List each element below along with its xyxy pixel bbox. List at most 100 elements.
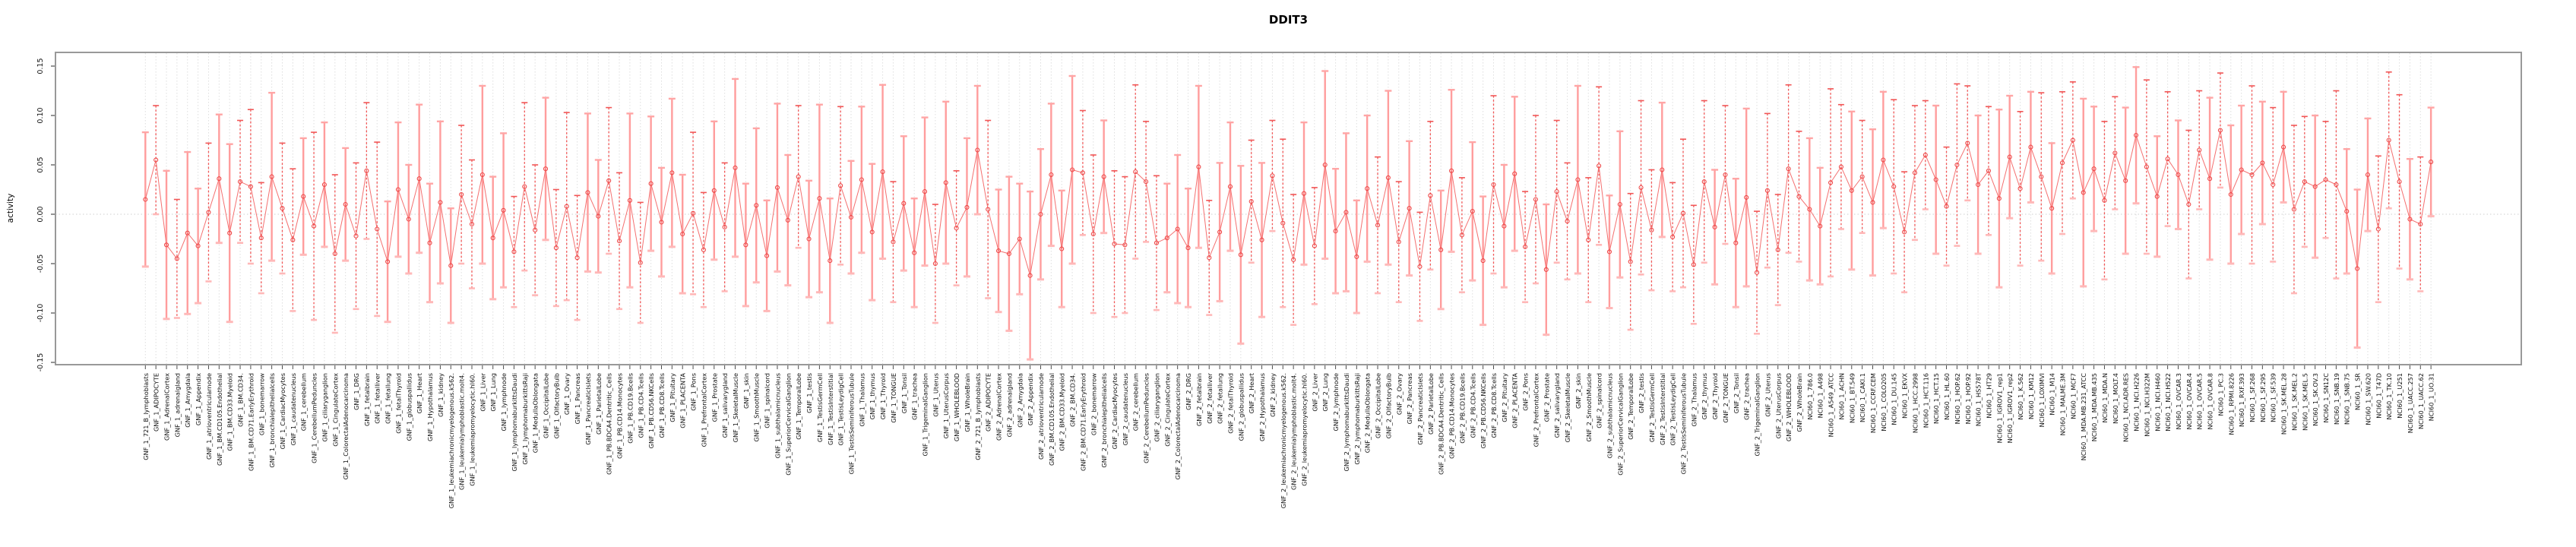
data-point-marker	[2007, 154, 2012, 160]
x-tick-label: GNF_1_atrioventricularnode	[205, 373, 213, 460]
data-point-marker	[2049, 206, 2055, 211]
x-tick-label: GNF_2_BM.CD33.Myeloid	[1059, 373, 1066, 451]
data-point-marker	[722, 224, 727, 229]
data-point-marker	[2059, 160, 2065, 166]
x-tick-label: NCI60_1_TK.10	[2385, 373, 2393, 419]
x-tick-label: GNF_2_Ovary	[1395, 373, 1403, 415]
x-tick-label: GNF_1_OccipitalLobe	[543, 373, 550, 438]
data-point-marker	[438, 200, 443, 205]
data-point-marker	[1691, 262, 1696, 267]
data-point-marker	[1628, 259, 1633, 264]
x-tick-label: NCI60_1_HCC.2998	[1911, 373, 1919, 433]
x-tick-label: GNF_1_Thyroid	[879, 373, 887, 419]
data-point-marker	[701, 247, 706, 252]
data-point-marker	[1923, 152, 1928, 158]
data-point-marker	[627, 198, 632, 203]
x-tick-label: NCI60_1_LOXIMVI	[2038, 373, 2046, 427]
x-tick-label: GNF_2_Pancreas	[1406, 373, 1413, 424]
x-tick-label: NCI60_1_SK.MEL.28	[2280, 373, 2288, 435]
x-tick-label: GNF_1_leukemiachronicmyelogenous.k562.	[448, 373, 455, 508]
data-point-marker	[1312, 243, 1317, 248]
data-point-marker	[1375, 223, 1381, 228]
data-point-marker	[2154, 194, 2160, 199]
x-tick-label: GNF_2_WholeBrain	[1796, 373, 1803, 432]
data-point-marker	[364, 168, 369, 173]
data-point-marker	[2070, 138, 2075, 143]
data-point-marker	[1933, 177, 1938, 182]
x-tick-label: GNF_2_OccipitalLobe	[1375, 373, 1382, 438]
x-tick-label: GNF_2_testis	[1638, 373, 1645, 413]
data-point-marker	[1322, 162, 1328, 168]
x-tick-label: GNF_1_PancreaticIslets	[584, 373, 592, 445]
data-point-marker	[2197, 147, 2202, 153]
x-tick-label: NCI60_1_U251	[2396, 373, 2404, 419]
x-tick-label: NCI60_1_SR	[2354, 373, 2362, 410]
x-tick-label: GNF_1_fetalThyroid	[394, 373, 402, 434]
data-point-marker	[1280, 220, 1286, 226]
data-point-marker	[2133, 132, 2139, 138]
x-tick-label: GNF_2_BM.CD34.	[1069, 373, 1077, 427]
x-tick-label: GNF_1_MedullaOblongata	[532, 373, 540, 453]
x-tick-label: GNF_2_TestisSeminiferousTubule	[1680, 373, 1688, 474]
data-point-marker	[1301, 191, 1307, 196]
x-tick-label: GNF_1_leukemiapromyelocytic.hl60.	[468, 373, 476, 486]
x-tick-label: NCI60_1_PC.3	[2217, 373, 2224, 416]
data-point-marker	[680, 231, 685, 237]
x-tick-label: GNF_1_Pons	[690, 373, 698, 411]
x-tick-label: GNF_2_TestisInterstitial	[1659, 373, 1666, 445]
x-tick-label: NCI60_1_NCI.H322M	[2143, 373, 2150, 437]
x-tick-label: GNF_1_ADIPOCYTE	[153, 373, 160, 432]
data-point-marker	[490, 236, 495, 241]
x-tick-label: GNF_2_bonemarrow	[1090, 373, 1097, 435]
x-tick-label: GNF_1_ciliaryganglion	[321, 373, 328, 441]
x-tick-label: GNF_2_fetalThyroid	[1226, 373, 1234, 434]
x-tick-label: GNF_1_CerebellumPeduncles	[311, 373, 318, 463]
data-point-marker	[754, 203, 759, 208]
x-tick-label: GNF_1_Thalamus	[858, 373, 866, 427]
data-point-marker	[2217, 128, 2223, 133]
x-tick-label: GNF_1_SkeletalMuscle	[732, 373, 739, 442]
data-point-marker	[1333, 229, 1338, 234]
x-tick-label: GNF_2_SmoothMuscle	[1585, 373, 1593, 442]
x-tick-label: GNF_2_Pons	[1522, 373, 1530, 411]
data-point-marker	[986, 207, 991, 212]
x-tick-label: GNF_2_UterusCorpus	[1774, 373, 1782, 438]
data-point-marker	[1723, 172, 1728, 178]
data-point-marker	[1438, 247, 1444, 252]
x-tick-label: NCI60_1_SK.MEL.5	[2301, 373, 2309, 431]
x-tick-label: GNF_1_bronchialepithelialcells	[268, 373, 276, 468]
data-point-marker	[533, 227, 538, 232]
data-point-marker	[227, 230, 233, 236]
x-tick-label: GNF_2_fetalbrain	[1195, 373, 1203, 426]
x-tick-label: NCI60_1_HOP.92	[1964, 373, 1972, 424]
x-tick-label: NCI60_1_NCI.H226	[2133, 373, 2141, 432]
data-point-marker	[669, 170, 675, 175]
data-point-marker	[2028, 144, 2033, 150]
x-tick-label: GNF_1_Heart	[416, 372, 423, 413]
data-point-marker	[1617, 201, 1622, 207]
x-tick-label: GNF_1_DRG	[353, 373, 360, 410]
x-tick-label: GNF_2_PB.CD8.Tcells	[1490, 373, 1498, 438]
data-point-marker	[848, 214, 854, 220]
x-tick-label: GNF_1_TrigeminalGanglion	[922, 373, 929, 456]
x-tick-label: GNF_1_caudatenucleus	[290, 373, 297, 445]
x-tick-label: NCI60_1_NCI.H522	[2164, 373, 2172, 432]
data-point-marker	[1533, 197, 1539, 202]
x-tick-label: GNF_2_Uterus	[1764, 373, 1771, 417]
x-tick-label: GNF_1_PB.CD4.Tcells	[637, 373, 644, 438]
data-point-marker	[1902, 229, 1907, 235]
data-point-marker	[1891, 184, 1897, 189]
y-tick-label: -0.15	[36, 353, 45, 372]
data-point-marker	[1291, 257, 1296, 262]
data-point-marker	[733, 165, 738, 170]
x-tick-label: GNF_2_salivarygland	[1553, 373, 1561, 438]
x-tick-label: GNF_2_lymphnode	[1332, 373, 1340, 432]
data-point-marker	[332, 251, 337, 257]
x-tick-label: NCI60_1_SF.268	[2248, 373, 2256, 422]
x-tick-label: GNF_2_subthalamicnucleus	[1606, 373, 1613, 458]
x-tick-label: NCI60_1_SK.OV.3	[2312, 373, 2319, 426]
data-point-marker	[1385, 175, 1391, 180]
x-tick-label: GNF_2_MedullaOblongata	[1364, 373, 1372, 453]
x-tick-label: GNF_2_bronchialepithelialcells	[1100, 373, 1108, 468]
